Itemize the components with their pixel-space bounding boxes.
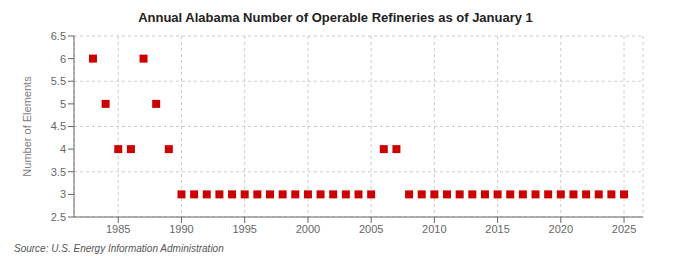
html-text:Source: U.S. Energy Informatio: Source: U.S. Energy Information Administ… [14, 243, 224, 254]
svg-text:2000: 2000 [296, 223, 320, 235]
svg-text:5: 5 [60, 98, 66, 110]
svg-text:5.5: 5.5 [51, 75, 66, 87]
svg-text:2.5: 2.5 [51, 211, 66, 223]
svg-text:4.5: 4.5 [51, 120, 66, 132]
svg-text:3: 3 [60, 188, 66, 200]
svg-text:2025: 2025 [612, 223, 636, 235]
svg-text:1990: 1990 [169, 223, 193, 235]
svg-text:2005: 2005 [359, 223, 383, 235]
svg-text:6: 6 [60, 53, 66, 65]
svg-text:2015: 2015 [485, 223, 509, 235]
svg-text:2010: 2010 [422, 223, 446, 235]
svg-text:4: 4 [60, 143, 66, 155]
svg-text:1995: 1995 [232, 223, 256, 235]
svg-text:Number of Elements: Number of Elements [21, 76, 33, 177]
html-text:Annual Alabama Number of Opera: Annual Alabama Number of Operable Refine… [138, 10, 533, 25]
svg-text:2020: 2020 [549, 223, 573, 235]
svg-text:1985: 1985 [106, 223, 130, 235]
svg-text:3.5: 3.5 [51, 166, 66, 178]
svg-text:6.5: 6.5 [51, 30, 66, 42]
